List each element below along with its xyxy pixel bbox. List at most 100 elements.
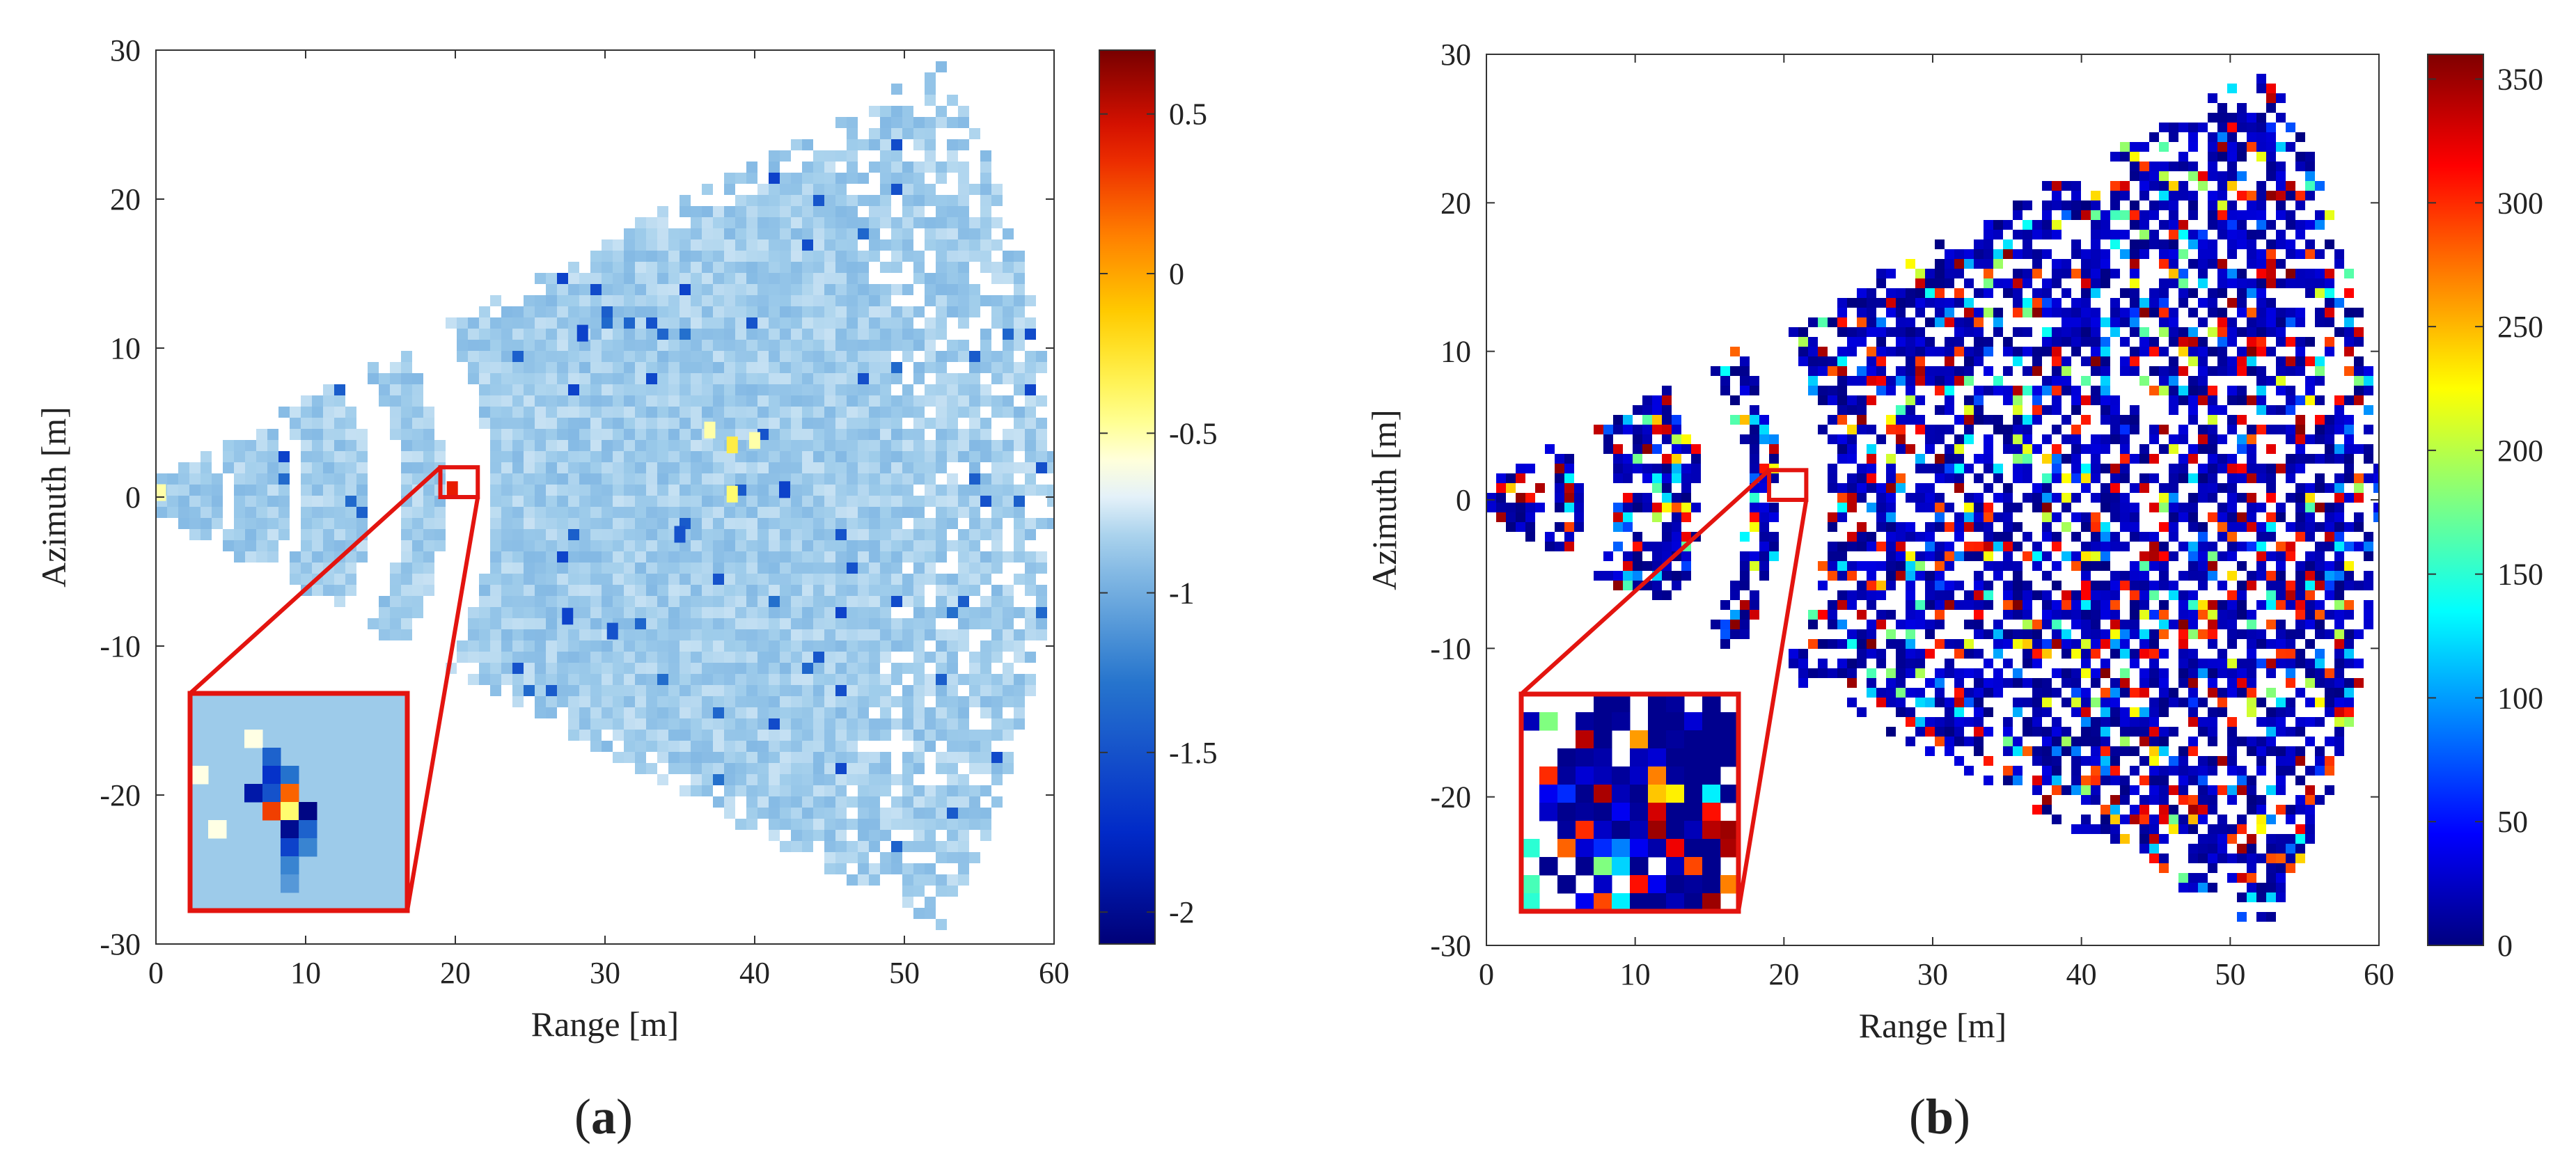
data-cell [802, 685, 813, 696]
data-cell [2100, 522, 2110, 532]
data-cell [1047, 518, 1054, 529]
data-cell [913, 139, 925, 150]
data-cell [2198, 727, 2208, 737]
data-cell [2052, 512, 2061, 522]
data-cell [1613, 415, 1623, 425]
data-cell [913, 652, 925, 663]
data-cell [524, 652, 535, 663]
data-cell [2188, 493, 2198, 503]
data-cell [579, 462, 590, 473]
data-cell [1014, 707, 1025, 718]
data-cell [735, 741, 746, 752]
data-cell [2208, 737, 2217, 746]
data-cell [2081, 542, 2091, 551]
data-cell [646, 574, 657, 585]
data-cell [2100, 668, 2110, 678]
anomaly-mark [576, 324, 588, 342]
data-cell [757, 618, 769, 629]
data-cell [757, 362, 769, 373]
data-cell [512, 618, 524, 629]
data-cell [1486, 493, 1496, 503]
data-cell [1720, 639, 1730, 649]
data-cell [334, 496, 345, 507]
data-cell [2120, 795, 2130, 805]
data-cell [1896, 532, 1906, 542]
data-cell [2217, 522, 2227, 532]
data-cell [223, 451, 234, 462]
data-cell [1925, 425, 1935, 434]
data-cell [869, 529, 880, 540]
data-cell [958, 173, 969, 184]
data-cell [2023, 698, 2032, 707]
data-cell [835, 629, 847, 640]
data-cell [869, 663, 880, 674]
data-cell [1974, 629, 1984, 639]
data-cell [2198, 444, 2208, 454]
data-cell [769, 451, 780, 462]
data-cell [1935, 503, 1945, 512]
data-cell [913, 373, 925, 384]
data-cell [925, 462, 936, 473]
data-cell [390, 418, 401, 429]
data-cell [724, 507, 735, 518]
data-cell [925, 473, 936, 485]
data-cell [635, 663, 646, 674]
data-cell [1828, 668, 1837, 678]
data-cell [278, 507, 290, 518]
data-cell [557, 273, 568, 284]
data-cell [524, 685, 535, 696]
x-tick-label: 10 [290, 956, 321, 990]
data-cell [2208, 551, 2217, 561]
data-cell [913, 596, 925, 607]
data-cell [2032, 561, 2042, 571]
data-cell [1847, 503, 1857, 512]
data-cell [2139, 327, 2149, 337]
data-cell [1964, 278, 1974, 288]
data-cell [802, 273, 813, 284]
data-cell [245, 485, 256, 496]
data-cell [936, 407, 947, 418]
data-cell [401, 362, 412, 373]
data-cell [2003, 337, 2013, 347]
data-cell [835, 418, 847, 429]
data-cell [579, 351, 590, 362]
data-cell [724, 407, 735, 418]
data-cell [635, 251, 646, 262]
data-cell [2217, 356, 2227, 366]
data-cell [657, 407, 668, 418]
data-cell [958, 507, 969, 518]
data-cell [512, 507, 524, 518]
data-cell [769, 251, 780, 262]
data-cell [590, 585, 602, 596]
data-cell [1954, 434, 1964, 444]
data-cell [757, 485, 769, 496]
data-cell [702, 239, 713, 251]
data-cell [2198, 581, 2208, 590]
data-cell [2198, 805, 2208, 815]
data-cell [847, 652, 858, 663]
data-cell [568, 629, 579, 640]
data-cell [557, 652, 568, 663]
data-cell [2110, 181, 2120, 191]
data-cell [613, 295, 624, 306]
data-cell [1545, 532, 1555, 542]
data-cell [835, 551, 847, 563]
data-cell [434, 529, 446, 540]
data-cell [858, 640, 869, 652]
data-cell [2120, 444, 2130, 454]
data-cell [2003, 532, 2013, 542]
data-cell [1574, 493, 1584, 503]
data-cell [746, 607, 757, 618]
data-cell [769, 351, 780, 362]
data-cell [2100, 230, 2110, 239]
data-cell [802, 284, 813, 295]
data-cell [512, 362, 524, 373]
data-cell [680, 384, 691, 395]
data-cell [2208, 405, 2217, 415]
data-cell [579, 340, 590, 351]
data-cell [590, 295, 602, 306]
data-cell [936, 496, 947, 507]
data-cell [613, 384, 624, 395]
data-cell [2042, 639, 2052, 649]
data-cell [2178, 766, 2188, 776]
